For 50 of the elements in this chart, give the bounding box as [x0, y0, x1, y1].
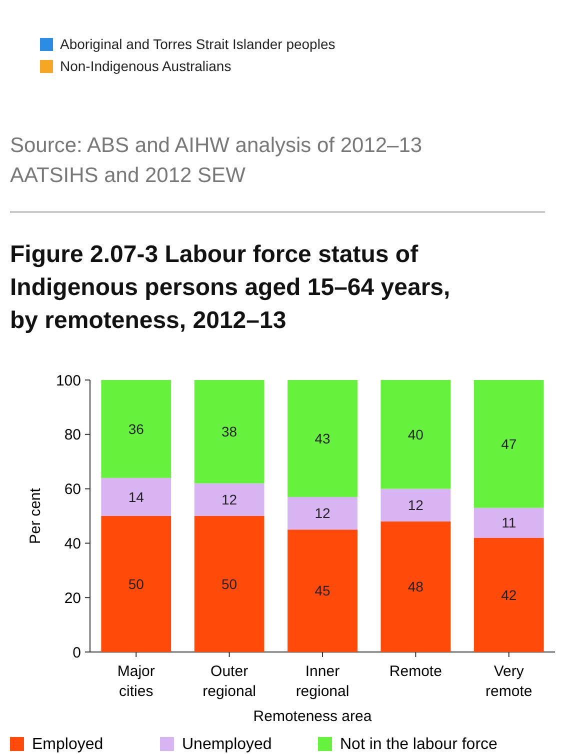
x-tick-label: Very remote	[486, 663, 532, 700]
chart-title: Figure 2.07-3 Labour force status of Indigenous persons aged 15–64 years, by remoteness, 2012–13	[10, 241, 450, 334]
bar	[380, 521, 451, 652]
legend-label: Not in the labour force	[340, 736, 498, 753]
y-tick-label: 0	[72, 644, 81, 662]
x-tick-label: Remote	[389, 663, 442, 680]
bar	[474, 508, 544, 538]
bar	[194, 380, 264, 484]
y-tick-label: 80	[64, 426, 81, 444]
x-axis-title: Remoteness area	[253, 708, 372, 725]
data-label: 42	[501, 586, 517, 603]
data-label: 50	[222, 576, 238, 592]
source-note: Source: ABS and AIHW analysis of 2012–13 AATSIHS and 2012 SEW	[10, 134, 422, 187]
data-label: 14	[128, 488, 144, 505]
data-label: 47	[501, 436, 517, 452]
data-label: 12	[222, 492, 238, 508]
bar	[101, 478, 172, 516]
legend-label: Aboriginal and Torres Strait Islander peoples	[60, 36, 336, 52]
bar	[101, 516, 172, 652]
y-tick-label: 40	[64, 535, 81, 552]
bar	[194, 516, 264, 652]
bar	[288, 496, 358, 530]
x-tick-label: Major cities	[117, 663, 155, 700]
data-label: 36	[128, 420, 144, 437]
y-axis-title: Per cent	[27, 487, 44, 544]
data-label: 38	[222, 424, 238, 440]
bar	[380, 380, 451, 489]
y-tick-label: 60	[64, 481, 81, 498]
data-label: 48	[408, 578, 424, 595]
bar	[288, 380, 358, 497]
bar	[474, 380, 544, 508]
data-label: 50	[128, 576, 144, 592]
data-label: 12	[314, 505, 330, 522]
data-label: 43	[314, 430, 330, 446]
data-label: 45	[314, 582, 330, 599]
x-tick-label: Inner regional	[296, 663, 350, 700]
bar	[474, 538, 544, 652]
legend-label: Employed	[32, 736, 104, 753]
data-label: 11	[502, 514, 516, 531]
bar	[194, 483, 264, 516]
y-tick-label: 20	[64, 590, 81, 607]
x-tick-label: Outer regional	[202, 663, 256, 700]
y-tick-label: 100	[56, 372, 81, 390]
data-label: 12	[408, 497, 424, 514]
bar	[380, 488, 451, 522]
legend-label: Unemployed	[182, 736, 272, 753]
bar	[288, 530, 358, 652]
data-label: 40	[408, 426, 424, 442]
legend-label: Non-Indigenous Australians	[60, 58, 232, 74]
bar	[101, 380, 172, 478]
